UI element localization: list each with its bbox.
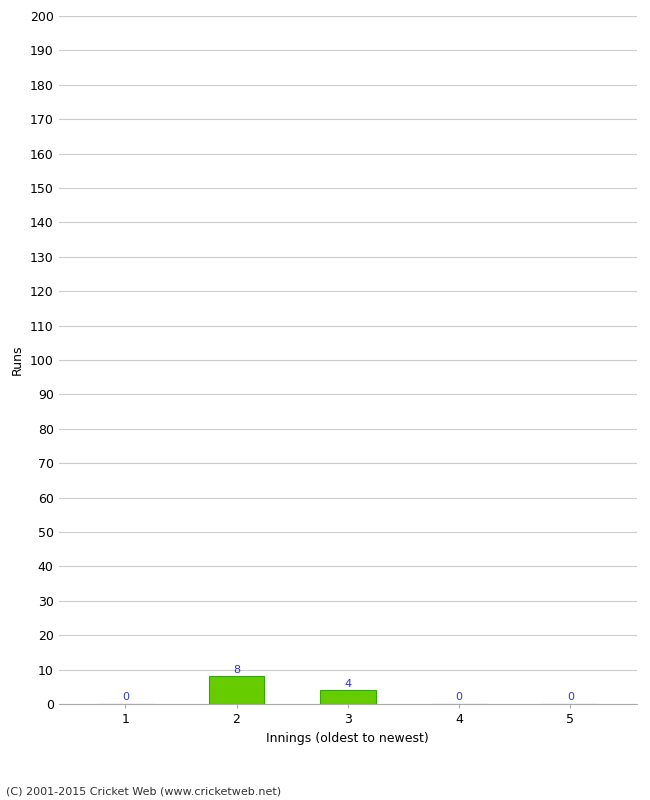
Text: 4: 4 xyxy=(344,678,351,689)
Y-axis label: Runs: Runs xyxy=(11,345,24,375)
Text: 0: 0 xyxy=(567,692,574,702)
Bar xyxy=(209,677,265,704)
Text: 0: 0 xyxy=(456,692,463,702)
Text: (C) 2001-2015 Cricket Web (www.cricketweb.net): (C) 2001-2015 Cricket Web (www.cricketwe… xyxy=(6,786,281,796)
Text: 8: 8 xyxy=(233,665,240,674)
Bar xyxy=(320,690,376,704)
Text: 0: 0 xyxy=(122,692,129,702)
X-axis label: Innings (oldest to newest): Innings (oldest to newest) xyxy=(266,731,429,745)
